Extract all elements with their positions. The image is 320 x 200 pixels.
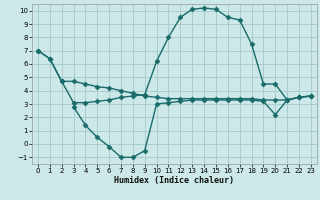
X-axis label: Humidex (Indice chaleur): Humidex (Indice chaleur) — [115, 176, 234, 185]
